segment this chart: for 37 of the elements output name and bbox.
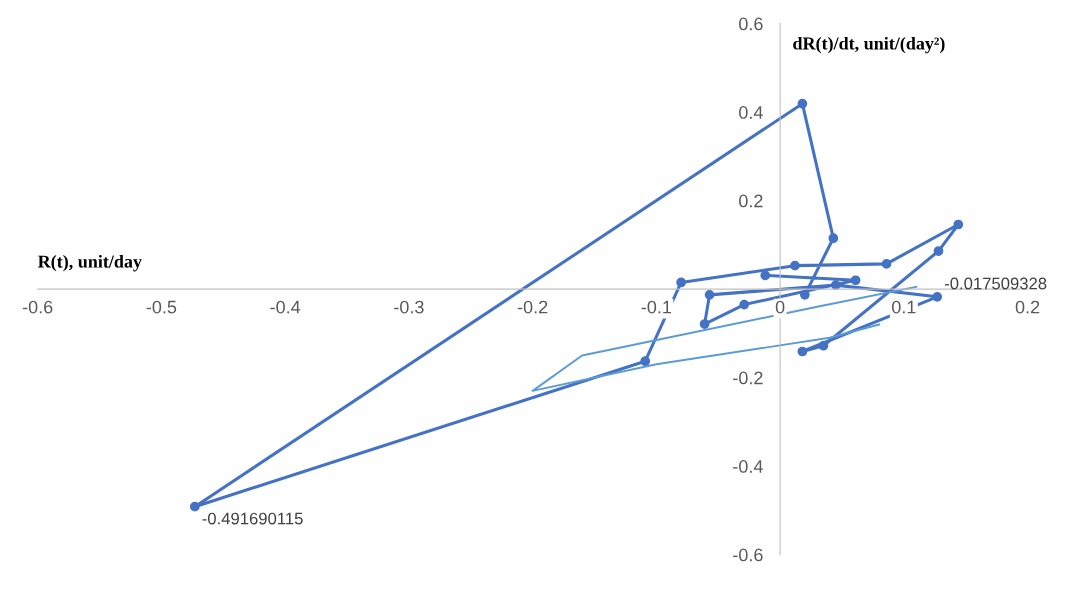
y-tick-label: 0.2 <box>739 194 763 208</box>
y-axis-title: dR(t)/dt, unit/(day²) <box>793 36 945 54</box>
point <box>828 233 839 244</box>
x-axis-title: R(t), unit/day <box>37 254 142 272</box>
point <box>676 277 686 288</box>
point <box>790 260 800 271</box>
point <box>704 289 715 300</box>
point <box>699 319 710 329</box>
point <box>640 356 651 367</box>
y-tick-label: -0.4 <box>733 460 763 473</box>
y-tick-label: -0.2 <box>733 371 763 385</box>
point <box>797 98 808 109</box>
y-tick-label: 0.6 <box>739 17 763 31</box>
point <box>850 275 861 286</box>
annotation: -0.017509328 <box>944 277 1047 290</box>
x-tick-label: 0 <box>775 300 785 314</box>
x-tick-label: -0.3 <box>394 300 424 314</box>
point <box>932 291 943 302</box>
point <box>799 289 810 300</box>
x-tick-label: 0.1 <box>892 300 916 314</box>
x-tick-label: -0.2 <box>517 300 548 314</box>
y-tick-label: 0.4 <box>739 106 763 119</box>
annotation: -0.491690115 <box>202 512 303 525</box>
x-tick-label: 0.2 <box>1015 300 1040 314</box>
x-tick-label: -0.1 <box>641 300 672 314</box>
point <box>739 299 750 310</box>
point <box>933 246 944 256</box>
point <box>797 346 808 357</box>
point <box>818 340 829 351</box>
point <box>189 501 200 512</box>
y-tick-label: -0.6 <box>733 548 763 562</box>
x-tick-label: -0.6 <box>22 300 53 314</box>
point <box>953 219 964 230</box>
x-tick-label: -0.4 <box>270 300 301 314</box>
point <box>760 270 771 281</box>
point <box>881 259 892 269</box>
x-tick-label: -0.5 <box>146 300 177 314</box>
